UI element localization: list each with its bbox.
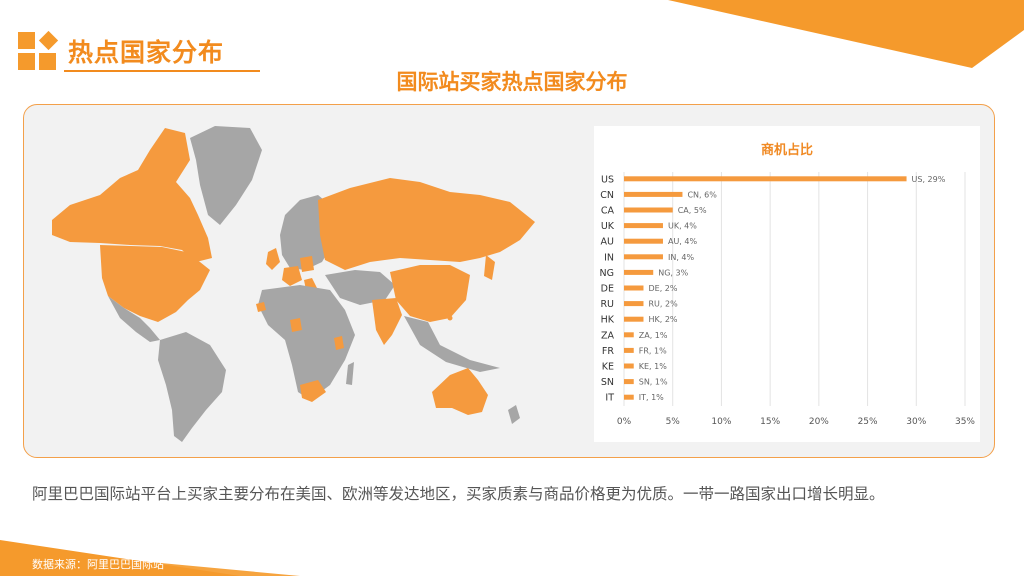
category-label: RU: [600, 299, 614, 310]
map-region-south-america: [158, 332, 226, 442]
x-tick-label: 30%: [906, 417, 926, 427]
map-country-ru: [318, 178, 535, 270]
data-label: IT, 1%: [639, 393, 664, 402]
data-label: AU, 4%: [668, 237, 698, 246]
map-country-de: [300, 256, 314, 272]
bar: [624, 176, 907, 182]
x-tick-label: 25%: [858, 417, 878, 427]
map-country-ke: [334, 336, 344, 350]
category-label: IT: [605, 393, 614, 404]
source-note: 数据来源：阿里巴巴国际站: [32, 558, 164, 571]
map-country-cn: [390, 265, 470, 322]
category-label: AU: [601, 237, 614, 248]
map-country-in: [372, 298, 402, 345]
x-tick-label: 0%: [617, 417, 632, 427]
map-region-new-zealand: [508, 405, 520, 424]
data-label: CN, 6%: [687, 190, 717, 199]
bar: [624, 207, 673, 213]
x-tick-label: 10%: [711, 417, 731, 427]
map-region-se-asia: [404, 316, 500, 372]
category-label: CN: [600, 190, 614, 201]
category-label: FR: [602, 346, 614, 357]
section-title: 热点国家分布: [68, 38, 225, 67]
category-label: DE: [601, 284, 614, 295]
data-label: CA, 5%: [678, 206, 707, 215]
map-country-us: [100, 245, 210, 322]
category-label: US: [601, 174, 614, 185]
data-label: HK, 2%: [648, 315, 677, 324]
chart-card: 商机占比 0% 5% 10% 15% 20% 25% 30% 35% US US, 29% CN CN…: [594, 126, 980, 442]
category-label: CA: [601, 206, 615, 217]
map-country-za: [300, 380, 326, 402]
data-label: FR, 1%: [639, 346, 667, 355]
category-label: IN: [604, 252, 614, 263]
data-label: UK, 4%: [668, 222, 697, 231]
map-country-ng: [290, 318, 302, 332]
category-label: HK: [601, 315, 615, 326]
category-label: KE: [602, 362, 614, 373]
page-title: 国际站买家热点国家分布: [396, 70, 628, 94]
map-country-fr: [282, 266, 302, 286]
bar: [624, 347, 634, 353]
map-country-ca: [52, 128, 212, 262]
bar: [624, 363, 634, 369]
category-label: SN: [601, 377, 614, 388]
bar-chart: 0% 5% 10% 15% 20% 25% 30% 35% US US, 29% CN CN, 6% C…: [600, 172, 975, 427]
bar: [624, 301, 644, 307]
map-region-japan: [484, 255, 495, 280]
data-label: RU, 2%: [648, 300, 678, 309]
bar: [624, 223, 663, 229]
x-tick-label: 35%: [955, 417, 975, 427]
data-label: IN, 4%: [668, 253, 695, 262]
map-region-greenland: [190, 126, 262, 225]
category-label: ZA: [601, 330, 615, 341]
map-country-hk: [447, 315, 453, 321]
data-label: SN, 1%: [639, 378, 668, 387]
map-country-sn: [256, 302, 266, 312]
category-label: NG: [600, 268, 614, 279]
map-region-africa: [258, 285, 355, 400]
description-text: 阿里巴巴国际站平台上买家主要分布在美国、欧洲等发达地区，买家质素与商品价格更为优…: [32, 485, 885, 503]
data-label: NG, 3%: [658, 268, 688, 277]
bar: [624, 316, 644, 322]
map-region-madagascar: [346, 362, 354, 385]
logo-icon: [18, 30, 59, 72]
bar: [624, 394, 634, 400]
chart-title: 商机占比: [760, 143, 813, 158]
bar: [624, 269, 654, 275]
bar: [624, 238, 663, 244]
bar: [624, 254, 663, 260]
bar: [624, 332, 634, 338]
bar: [624, 379, 634, 385]
data-label: DE, 2%: [648, 284, 677, 293]
x-tick-label: 20%: [809, 417, 829, 427]
x-tick-label: 15%: [760, 417, 780, 427]
bar: [624, 191, 683, 197]
data-label: KE, 1%: [639, 362, 667, 371]
map-country-uk: [266, 248, 280, 270]
bar: [624, 285, 644, 291]
x-tick-label: 5%: [666, 417, 681, 427]
data-label: US, 29%: [912, 175, 946, 184]
category-label: UK: [601, 221, 615, 232]
data-label: ZA, 1%: [639, 331, 668, 340]
map-country-au: [432, 368, 488, 415]
title-underline: [64, 70, 260, 72]
map-region-asia-west: [325, 270, 395, 305]
map-region-mexico: [108, 296, 160, 342]
